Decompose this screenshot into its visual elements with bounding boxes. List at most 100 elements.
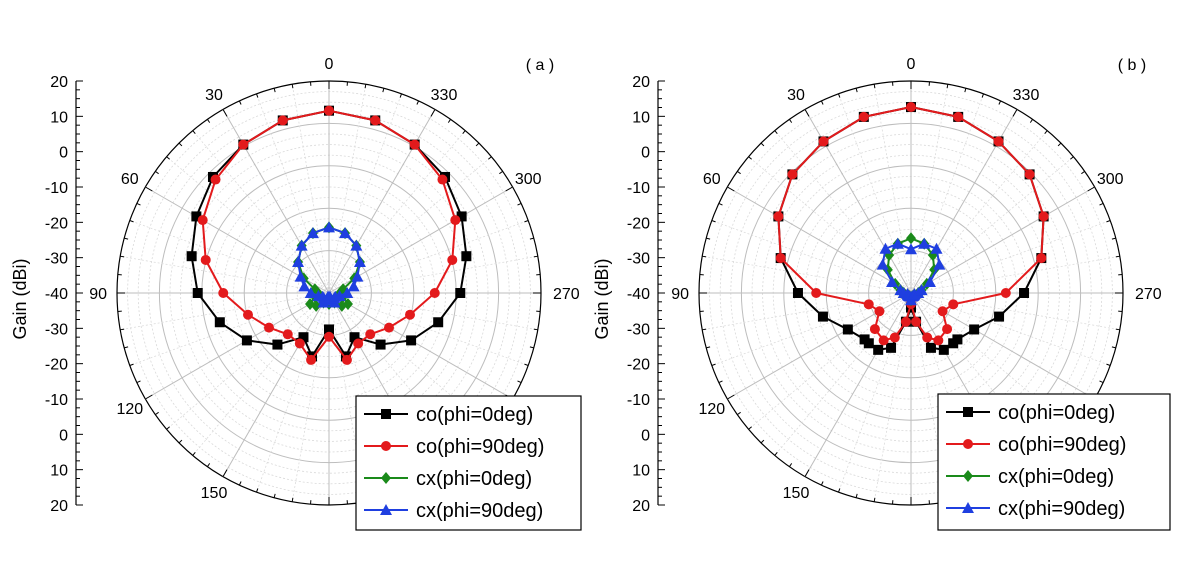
polar-spoke: [193, 131, 329, 293]
legend-marker-circle: [963, 439, 973, 449]
polar-perimeter-tick: [124, 238, 128, 239]
polar-perimeter-tick: [499, 171, 502, 173]
polar-perimeter-tick: [702, 256, 706, 257]
polar-perimeter-tick: [1045, 131, 1048, 134]
data-point-square: [994, 312, 1004, 322]
angle-label: 0: [907, 56, 916, 73]
data-point-diamond: [906, 232, 916, 244]
polar-perimeter-tick: [365, 84, 366, 88]
polar-perimeter-tick: [838, 488, 839, 492]
data-point-square: [187, 251, 197, 261]
data-point-square: [793, 288, 803, 298]
angle-label: 30: [787, 87, 805, 104]
legend-label: cx(phi=0deg): [998, 466, 1114, 488]
data-point-circle: [243, 310, 253, 320]
polar-perimeter-tick: [821, 101, 823, 105]
angle-label: 120: [116, 401, 143, 418]
polar-perimeter-tick: [274, 494, 275, 498]
data-point-square: [272, 340, 282, 350]
angle-label: 60: [703, 171, 721, 188]
polar-perimeter-tick: [1106, 364, 1110, 365]
polar-perimeter-tick: [1070, 157, 1073, 160]
polar-perimeter-tick: [727, 395, 734, 399]
polar-perimeter-tick: [712, 364, 716, 365]
polar-perimeter-tick: [417, 101, 419, 105]
legend-label: co(phi=0deg): [416, 404, 533, 426]
polar-perimeter-tick: [193, 452, 196, 455]
data-point-circle: [211, 175, 221, 185]
polar-perimeter-tick: [1058, 143, 1061, 146]
polar-perimeter-tick: [856, 88, 857, 92]
polar-perimeter-tick: [1116, 329, 1120, 330]
angle-label: 270: [553, 286, 580, 303]
legend-label: co(phi=90deg): [416, 436, 544, 458]
polar-perimeter-tick: [256, 488, 257, 492]
data-point-circle: [283, 329, 293, 339]
polar-perimeter-tick: [838, 94, 839, 98]
polar-perimeter-tick: [383, 88, 384, 92]
data-point-circle: [776, 253, 786, 263]
data-point-square: [193, 288, 203, 298]
panel-label: ( a ): [526, 57, 554, 74]
radial-tick-label: 0: [59, 427, 68, 444]
polar-perimeter-tick: [120, 256, 124, 257]
radial-tick-label: 20: [632, 74, 650, 91]
angle-label: 150: [201, 485, 228, 502]
polar-perimeter-tick: [223, 470, 227, 477]
data-point-square: [969, 324, 979, 334]
polar-perimeter-tick: [292, 84, 293, 88]
data-point-circle: [410, 140, 420, 150]
data-point-circle: [942, 324, 952, 334]
data-point-circle: [938, 306, 948, 316]
polar-perimeter-tick: [947, 84, 948, 88]
polar-perimeter-tick: [179, 440, 182, 443]
data-point-circle: [342, 355, 352, 365]
radial-tick-label: -20: [627, 357, 650, 374]
polar-perimeter-tick: [137, 381, 141, 383]
polar-perimeter-tick: [749, 427, 752, 430]
y-axis-label: Gain (dBi): [10, 258, 30, 339]
data-point-square: [433, 317, 443, 327]
polar-perimeter-tick: [506, 187, 513, 191]
data-point-circle: [405, 310, 415, 320]
data-point-triangle: [931, 243, 943, 254]
data-point-square: [461, 251, 471, 261]
polar-perimeter-tick: [805, 109, 809, 116]
data-point-square: [215, 317, 225, 327]
polar-perimeter-tick: [124, 347, 128, 348]
radial-tick-label: -40: [627, 286, 650, 303]
angle-label: 0: [325, 56, 334, 73]
angle-label: 150: [783, 485, 810, 502]
polar-perimeter-tick: [706, 347, 710, 348]
data-point-circle: [365, 329, 375, 339]
polar-perimeter-tick: [1100, 203, 1104, 205]
polar-perimeter-tick: [775, 131, 778, 134]
data-point-circle: [201, 255, 211, 265]
polar-perimeter-tick: [749, 157, 752, 160]
polar-perimeter-tick: [999, 101, 1001, 105]
data-point-circle: [218, 288, 228, 298]
polar-perimeter-tick: [737, 171, 740, 173]
angle-label: 330: [1013, 87, 1040, 104]
polar-perimeter-tick: [874, 84, 875, 88]
polar-perimeter-tick: [727, 187, 734, 191]
angle-label: 30: [205, 87, 223, 104]
radial-tick-label: 10: [50, 109, 68, 126]
legend-marker-circle: [381, 441, 391, 451]
polar-perimeter-tick: [761, 440, 764, 443]
angle-label: 300: [515, 171, 542, 188]
data-point-circle: [818, 136, 828, 146]
polar-perimeter-tick: [488, 157, 491, 160]
data-point-square: [939, 345, 949, 355]
polar-perimeter-tick: [1013, 109, 1017, 116]
data-point-square: [926, 343, 936, 353]
polar-perimeter-tick: [518, 381, 522, 383]
polar-perimeter-tick: [1106, 220, 1110, 221]
data-point-circle: [890, 333, 900, 343]
radial-tick-label: 20: [50, 498, 68, 515]
polar-perimeter-tick: [292, 498, 293, 502]
polar-perimeter-tick: [207, 119, 209, 122]
data-point-circle: [1025, 169, 1035, 179]
